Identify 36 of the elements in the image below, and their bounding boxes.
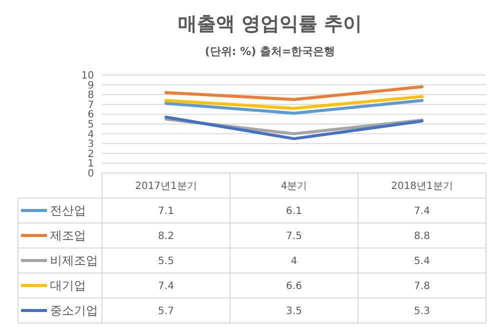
legend-label: 전산업 [50,204,86,218]
x-tick-label: 2018년1분기 [391,181,453,192]
chart-subtitle: (단위: %) 출처=한국은행 [204,45,336,58]
y-tick-label: 4 [88,129,94,140]
y-tick-label: 5 [88,120,94,130]
data-label: 8.8 [414,231,430,242]
x-tick-label: 4분기 [280,181,308,192]
data-label: 7.4 [158,281,174,292]
data-label: 6.6 [286,281,302,292]
data-label: 5.4 [414,256,430,267]
data-label: 7.1 [158,206,174,217]
legend-label: 대기업 [50,278,86,293]
legend-label: 비제조업 [50,254,98,268]
data-label: 4 [290,256,298,267]
y-tick-label: 7 [88,100,94,111]
y-tick-label: 0 [88,168,94,180]
data-label: 5.7 [158,306,174,317]
y-tick-label: 8 [88,90,94,102]
legend-label: 중소기업 [50,304,98,318]
y-tick-label: 1 [88,158,94,170]
data-label: 7.4 [414,206,430,217]
y-tick-label: 10 [81,70,94,82]
data-label: 3.5 [286,306,302,317]
data-label: 6.1 [286,206,302,217]
y-tick-label: 9 [88,80,94,92]
legend-label: 제조업 [50,228,86,243]
data-label: 5.3 [414,306,430,317]
data-label: 7.8 [414,281,430,292]
data-label: 5.5 [158,256,174,267]
x-tick-label: 2017년1분기 [135,181,197,192]
chart-title: 매출액 영업익률 추이 [178,13,362,35]
data-label: 8.2 [158,231,174,242]
data-label: 7.5 [286,231,302,242]
y-tick-label: 3 [88,139,94,150]
y-tick-label: 2 [88,148,94,160]
y-tick-label: 6 [88,110,94,121]
